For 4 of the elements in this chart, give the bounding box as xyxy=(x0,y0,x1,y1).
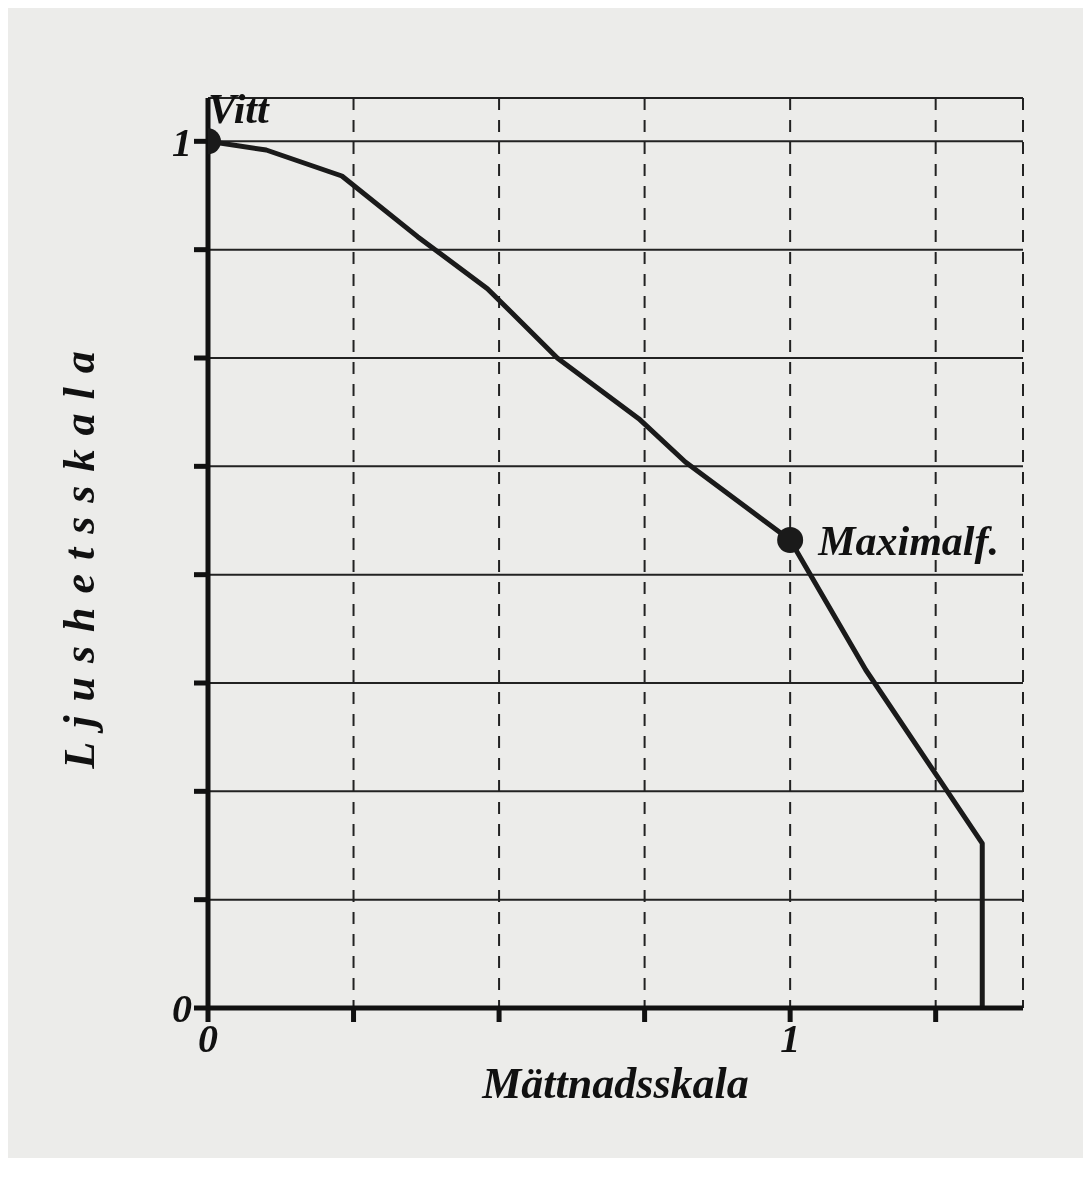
x-axis-title: Mättnadsskala xyxy=(481,1059,749,1108)
annotation: Vitt xyxy=(208,86,271,133)
y-axis-title: Ljushetsskala xyxy=(54,337,104,770)
annotation: Maximalf. xyxy=(817,517,999,564)
